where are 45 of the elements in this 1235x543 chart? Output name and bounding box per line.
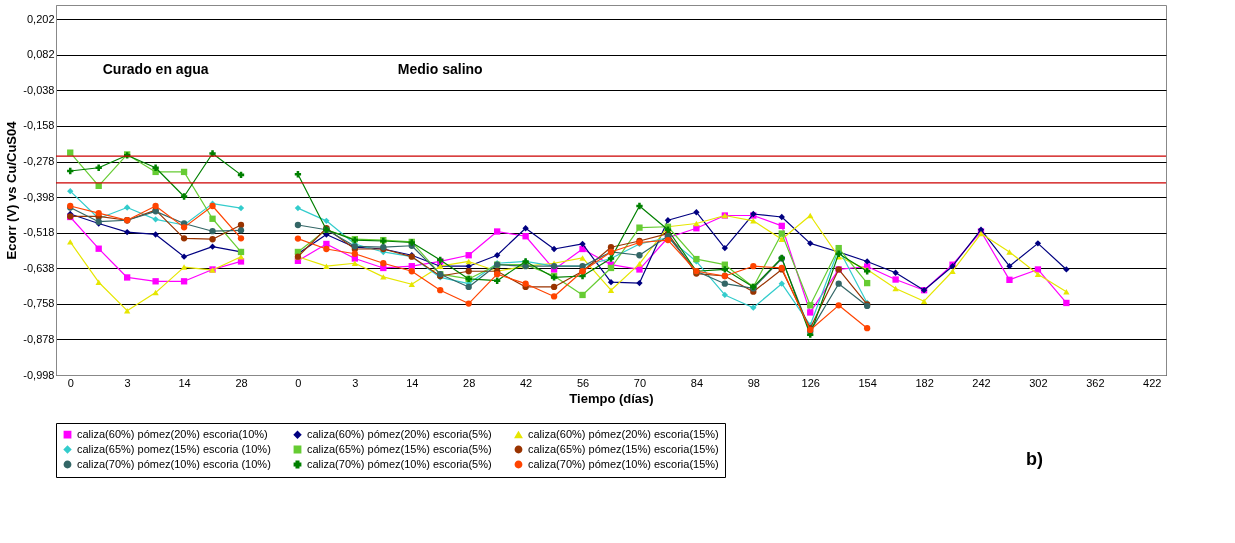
x-tick-label: 42 [519,376,533,389]
y-axis-title: Ecorr (V) vs Cu/CuS04 [4,120,20,260]
x-tick-label: 3 [124,376,131,389]
x-tick-label: 422 [1143,376,1162,389]
y-tick-label: -0,638 [23,261,55,274]
y-tick-label: -0,758 [23,297,55,310]
x-tick-label: 14 [178,376,191,389]
x-tick-label: 242 [972,376,991,389]
x-tick-label: 362 [1086,376,1105,389]
x-tick-label: 126 [801,376,820,389]
legend-label: caliza(70%) pómez(10%) escoria (10%) [77,457,271,470]
legend-label: caliza(65%) pómez(15%) escoria(5%) [307,442,492,455]
legend-label: caliza(65%) pómez(15%) escoria(15%) [528,442,719,455]
text: b) [1026,449,1043,469]
y-tick-label: -0,398 [23,190,55,203]
x-tick-label: 56 [576,376,590,389]
legend-label: caliza(65%) pomez(15%) escoria (10%) [77,442,271,455]
x-tick-label: 302 [1029,376,1048,389]
y-tick-label: -0,038 [23,83,55,96]
legend-label: caliza(60%) pómez(20%) escoria(5%) [307,427,492,440]
annotation: Medio salino [397,61,483,78]
x-tick-label: 3 [352,376,359,389]
y-tick-label: -0,518 [23,226,55,239]
x-tick-label: 182 [915,376,934,389]
y-tick-label: -0,998 [23,368,55,381]
x-tick-label: 84 [690,376,704,389]
y-tick-label: 0,082 [26,48,55,61]
x-tick-label: 0 [67,376,74,389]
legend-label: caliza(70%) pómez(10%) escoria(15%) [528,457,719,470]
x-tick-label: 0 [295,376,302,389]
legend-label: caliza(70%) pómez(10%) escoria(5%) [307,457,492,470]
legend-label: caliza(60%) pómez(20%) escoria(10%) [77,427,268,440]
y-tick-label: -0,158 [23,119,55,132]
x-tick-label: 28 [463,376,476,389]
legend-label: caliza(60%) pómez(20%) escoria(15%) [528,427,719,440]
x-tick-label: 14 [406,376,419,389]
x-tick-label: 28 [235,376,248,389]
y-tick-label: -0,278 [23,155,55,168]
x-tick-label: 154 [858,376,877,389]
x-tick-label: 70 [633,376,647,389]
x-axis-title: Tiempo (días) [569,390,654,406]
y-tick-label: -0,878 [23,332,55,345]
annotation: Curado en agua [102,61,209,78]
x-tick-label: 98 [747,376,760,389]
y-tick-label: 0,202 [26,12,55,25]
